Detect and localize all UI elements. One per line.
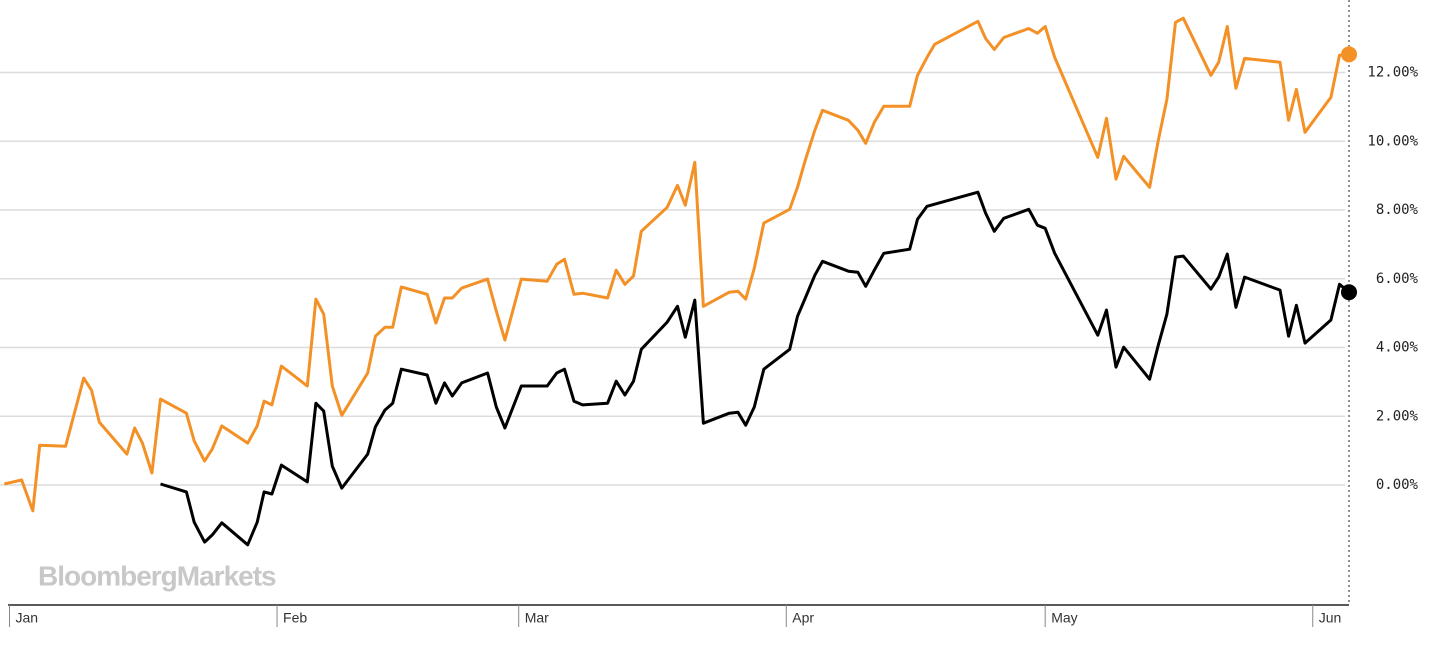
y-tick-label: 4.00% bbox=[1376, 340, 1419, 356]
x-tick-label: May bbox=[1051, 610, 1077, 626]
watermark: BloombergMarkets bbox=[38, 560, 276, 591]
line bbox=[3, 16, 1350, 513]
end-marker bbox=[1341, 284, 1357, 301]
x-tick-label: Apr bbox=[792, 610, 814, 626]
x-tick-label: Feb bbox=[283, 610, 307, 626]
y-tick-label: 2.00% bbox=[1376, 408, 1419, 424]
y-tick-label: 12.00% bbox=[1367, 65, 1418, 81]
y-tick-label: 8.00% bbox=[1376, 202, 1419, 218]
y-tick-label: 0.00% bbox=[1376, 477, 1419, 493]
x-tick-label: Jun bbox=[1319, 610, 1342, 626]
y-tick-label: 10.00% bbox=[1367, 133, 1418, 149]
line bbox=[160, 190, 1350, 547]
end-marker bbox=[1341, 46, 1357, 63]
x-tick-label: Jan bbox=[15, 610, 38, 626]
x-tick-label: Mar bbox=[525, 610, 549, 626]
y-tick-label: 6.00% bbox=[1376, 271, 1419, 287]
